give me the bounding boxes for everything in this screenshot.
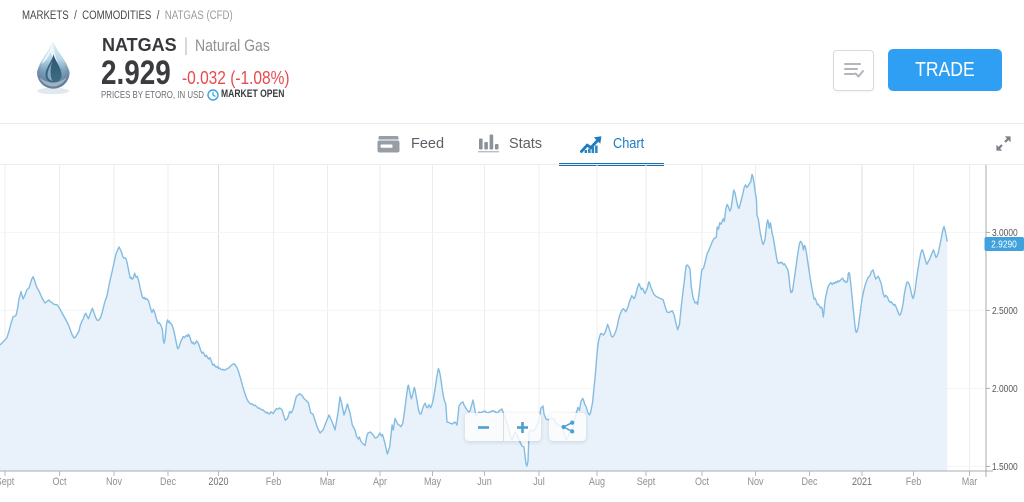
svg-text:2.0000: 2.0000 — [992, 383, 1018, 395]
svg-text:Feb: Feb — [266, 476, 282, 488]
svg-text:Apr: Apr — [373, 476, 388, 488]
svg-text:Oct: Oct — [52, 476, 66, 488]
svg-text:Nov: Nov — [106, 476, 123, 488]
svg-text:2.5000: 2.5000 — [992, 305, 1018, 317]
svg-text:Oct: Oct — [695, 476, 709, 488]
svg-text:1.5000: 1.5000 — [992, 461, 1018, 473]
svg-text:Jun: Jun — [477, 476, 492, 488]
svg-text:Feb: Feb — [906, 476, 922, 488]
svg-text:2021: 2021 — [852, 476, 872, 488]
svg-text:Dec: Dec — [160, 476, 176, 488]
svg-text:Sept: Sept — [637, 476, 656, 488]
svg-text:Sept: Sept — [0, 476, 14, 488]
svg-text:Dec: Dec — [801, 476, 817, 488]
svg-text:Mar: Mar — [962, 476, 978, 488]
svg-text:2020: 2020 — [208, 476, 228, 488]
svg-text:May: May — [424, 476, 442, 488]
svg-text:Nov: Nov — [747, 476, 764, 488]
svg-text:Mar: Mar — [320, 476, 336, 488]
svg-text:2.9290: 2.9290 — [991, 239, 1017, 251]
svg-text:Aug: Aug — [589, 476, 605, 488]
svg-text:Jul: Jul — [533, 476, 545, 488]
